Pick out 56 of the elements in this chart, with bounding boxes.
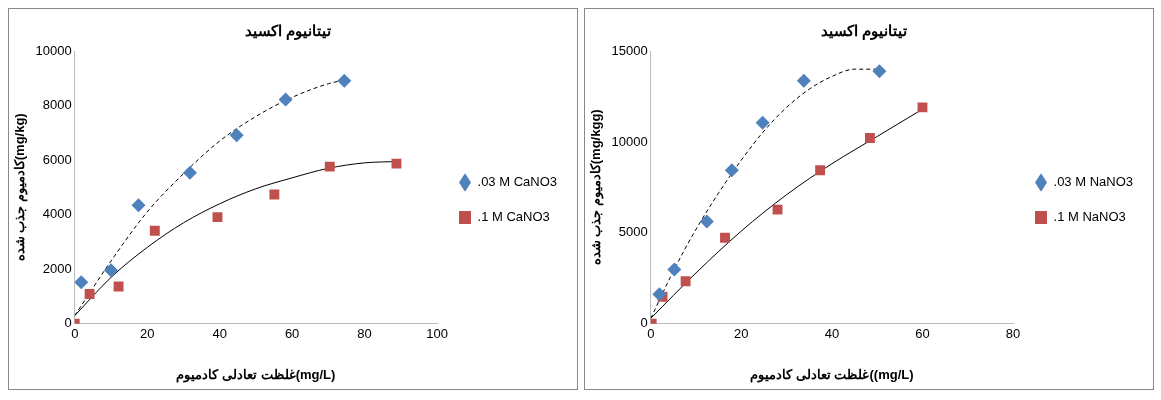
x-tick-label: 100 <box>426 326 448 342</box>
x-tick-label: 60 <box>284 326 300 342</box>
point <box>149 225 160 236</box>
point <box>229 128 244 143</box>
y-axis-title: کادمیوم جذب شده(mg/kgg) <box>588 109 605 266</box>
y-tick-label: 0 <box>64 315 72 331</box>
point <box>337 73 352 88</box>
x-tick-label: 40 <box>212 326 227 342</box>
y-tick-label: 10000 <box>611 133 648 149</box>
point <box>269 189 280 200</box>
y-tick-label: 0 <box>640 315 648 331</box>
y-tick-label: 4000 <box>42 206 72 222</box>
legend-label: .03 M NaNO3 <box>1053 174 1134 190</box>
y-tick-label: 10000 <box>35 42 72 58</box>
point <box>667 262 682 277</box>
y-tick-label: 2000 <box>42 260 72 276</box>
y-tick-label: 15000 <box>611 42 648 58</box>
point <box>772 204 783 215</box>
x-axis-title: غلظت تعادلی کادمیوم((mg/L) <box>750 366 914 383</box>
x-tick-label: 40 <box>824 326 840 342</box>
point <box>131 198 146 213</box>
legend-label: .1 M CaNO3 <box>477 209 550 225</box>
point <box>755 115 770 130</box>
point <box>74 275 89 290</box>
x-tick-label: 80 <box>357 326 372 342</box>
point <box>113 281 124 292</box>
point <box>391 158 402 169</box>
point <box>652 287 667 302</box>
y-tick-label: 8000 <box>42 97 72 113</box>
legend-label: .1 M NaNO3 <box>1053 209 1126 225</box>
chart-title: تیتانیوم اکسید <box>244 22 332 41</box>
point <box>699 214 714 229</box>
y-tick-label: 6000 <box>42 151 72 167</box>
point <box>278 92 293 107</box>
x-tick-label: 60 <box>915 326 930 342</box>
chart-title: تیتانیوم اکسید <box>820 22 908 41</box>
x-tick-label: 80 <box>1005 326 1021 342</box>
y-tick-label: 5000 <box>618 224 648 240</box>
point <box>815 165 826 176</box>
point <box>720 232 730 243</box>
point <box>212 212 223 223</box>
point <box>84 289 95 300</box>
point <box>917 102 928 113</box>
point <box>796 73 811 88</box>
point <box>324 161 335 172</box>
point <box>724 163 739 178</box>
point <box>182 165 197 180</box>
y-axis-title: کادمیوم جذب شده(mg/kg) <box>12 113 29 262</box>
x-axis-title: غلظت تعادلی کادمیوم(mg/L) <box>176 366 336 383</box>
point <box>864 132 875 143</box>
point <box>872 64 887 79</box>
legend-label: .03 M CaNO3 <box>477 174 558 190</box>
x-tick-label: 20 <box>139 326 155 342</box>
point <box>103 263 118 278</box>
x-tick-label: 20 <box>734 326 749 342</box>
point <box>680 276 691 287</box>
